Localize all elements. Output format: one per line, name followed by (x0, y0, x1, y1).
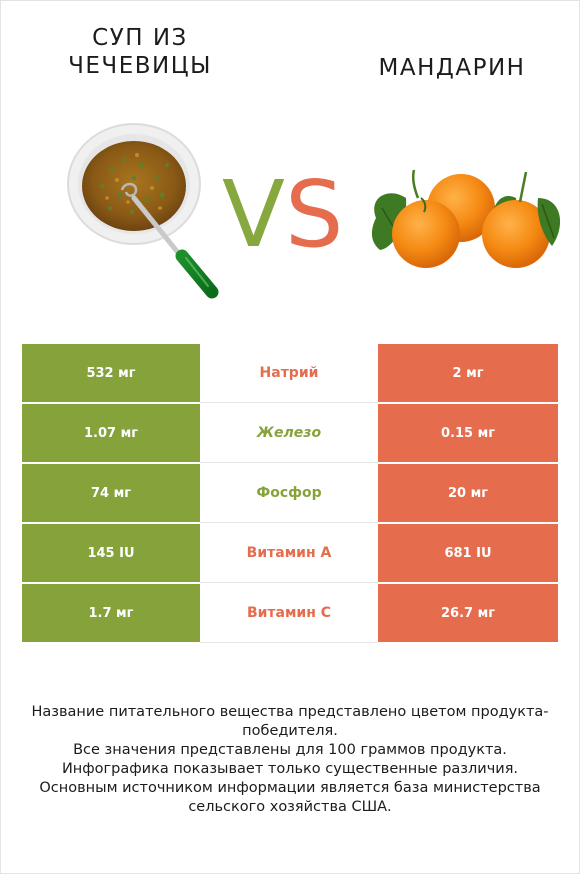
right-value: 0.15 мг (378, 404, 558, 462)
product-left-title: суп из чечевицы (68, 25, 212, 79)
nutrient-name: Железо (200, 404, 378, 463)
left-value: 532 мг (22, 344, 200, 402)
table-row: 532 мг Натрий 2 мг (22, 344, 558, 404)
right-value: 20 мг (378, 464, 558, 522)
footer-notes: Название питательного вещества представл… (20, 703, 560, 817)
left-value: 74 мг (22, 464, 200, 522)
table-row: 145 IU Витамин A 681 IU (22, 524, 558, 584)
table-row: 1.7 мг Витамин C 26.7 мг (22, 584, 558, 644)
footer-line: Все значения представлены для 100 граммо… (73, 742, 507, 758)
nutrient-name: Натрий (200, 344, 378, 403)
product-right-title: мандарин (378, 55, 526, 81)
table-row: 74 мг Фосфор 20 мг (22, 464, 558, 524)
table-row: 1.07 мг Железо 0.15 мг (22, 404, 558, 464)
left-value: 145 IU (22, 524, 200, 582)
left-value: 1.07 мг (22, 404, 200, 462)
footer-line: Название питательного вещества представл… (31, 704, 549, 739)
nutrient-name: Фосфор (200, 464, 378, 523)
right-value: 2 мг (378, 344, 558, 402)
nutrient-name: Витамин A (200, 524, 378, 583)
right-value: 26.7 мг (378, 584, 558, 642)
versus-label: VS (222, 161, 344, 268)
nutrient-name: Витамин C (200, 584, 378, 643)
lentil-soup-bowl-image (67, 123, 219, 299)
mandarin-oranges-image (371, 169, 561, 268)
footer-line: Основным источником информации является … (39, 780, 541, 815)
left-value: 1.7 мг (22, 584, 200, 642)
nutrient-comparison-table: 532 мг Натрий 2 мг 1.07 мг Железо 0.15 м… (22, 344, 558, 644)
footer-line: Инфографика показывает только существенн… (61, 761, 519, 777)
right-value: 681 IU (378, 524, 558, 582)
